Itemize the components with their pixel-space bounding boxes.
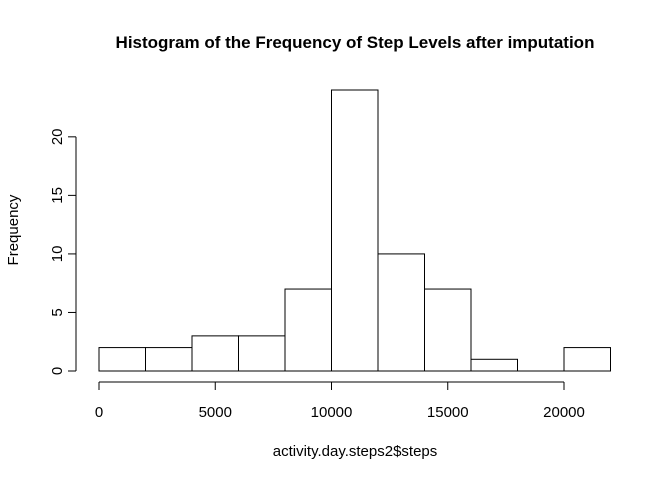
y-axis: 0 5 10 15 20 (49, 128, 77, 375)
x-tick-label: 0 (95, 404, 103, 421)
x-tick-label: 15000 (427, 404, 469, 421)
y-tick-label: 0 (49, 367, 66, 375)
y-axis-label: Frequency (5, 194, 22, 265)
histogram-bar (238, 335, 286, 372)
y-tick-label: 15 (49, 187, 66, 204)
y-tick-label: 20 (49, 128, 66, 145)
bars-group (98, 89, 611, 372)
histogram-bar (98, 347, 146, 372)
histogram-bar (563, 347, 611, 372)
x-axis: 0 5000 10000 15000 20000 (95, 381, 585, 421)
histogram-bar (331, 89, 379, 372)
histogram-bar (284, 288, 332, 372)
x-tick-label: 20000 (543, 404, 585, 421)
histogram-bar (145, 347, 193, 372)
histogram-bar (191, 335, 239, 372)
x-tick-label: 5000 (199, 404, 232, 421)
histogram-bar (424, 288, 472, 372)
y-tick-label: 5 (49, 308, 66, 316)
chart-title: Histogram of the Frequency of Step Level… (116, 33, 595, 52)
y-tick-label: 10 (49, 246, 66, 263)
histogram-bar (377, 253, 425, 372)
histogram-bar (470, 358, 518, 372)
x-axis-label: activity.day.steps2$steps (273, 443, 438, 460)
x-tick-label: 10000 (311, 404, 353, 421)
